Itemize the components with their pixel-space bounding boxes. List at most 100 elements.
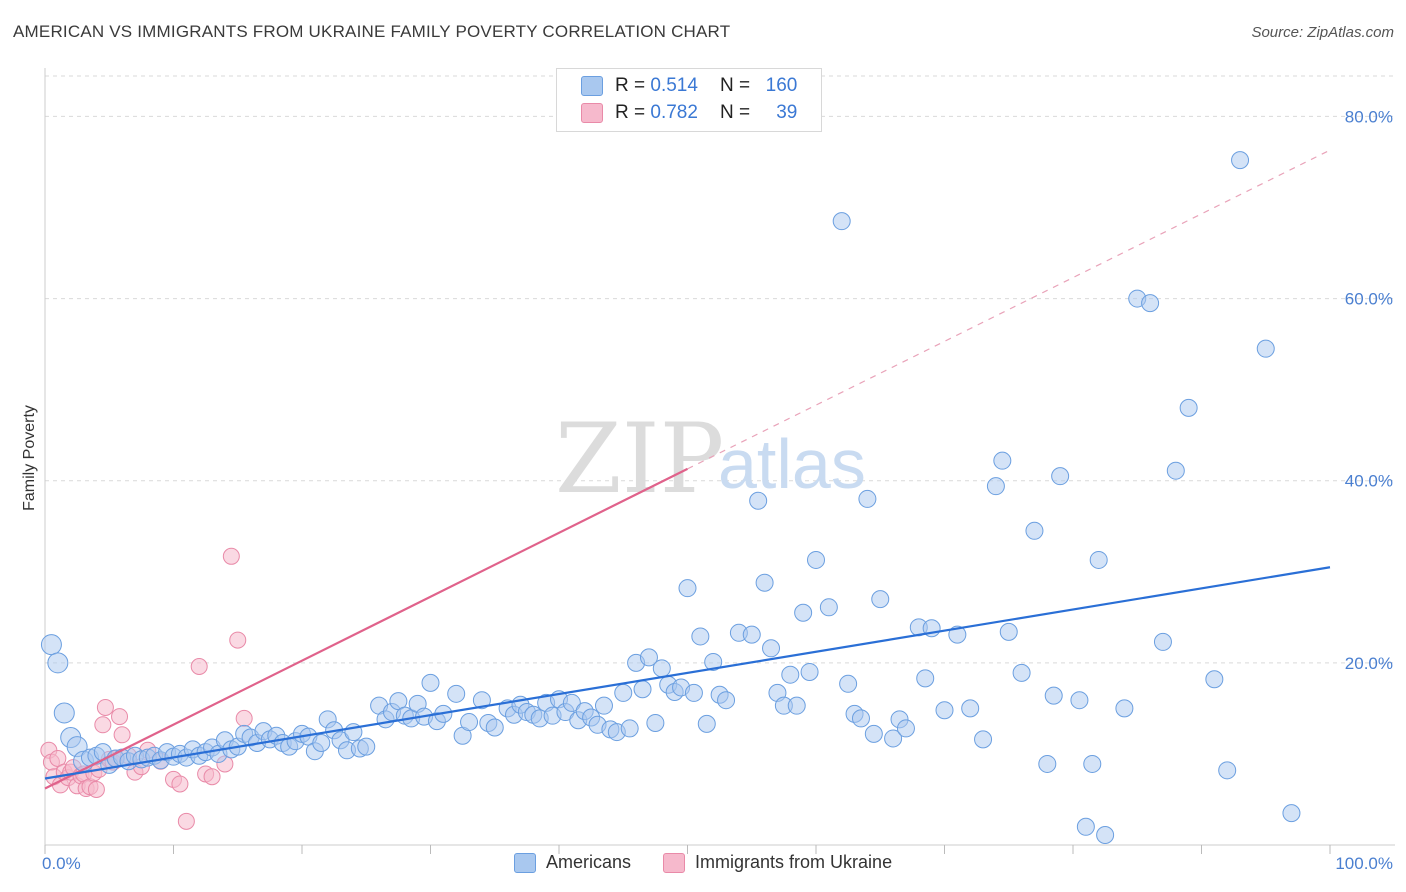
americans-point [1179,398,1198,417]
chart-title: AMERICAN VS IMMIGRANTS FROM UKRAINE FAMI… [13,22,731,41]
americans-point [794,603,813,622]
americans-point [472,691,491,710]
americans-point [948,625,967,644]
trend-lines [44,149,1331,790]
americans-point [1166,461,1185,480]
n-value-ukraine: 39 [776,102,798,123]
americans-point [1012,663,1031,682]
americans-point [460,713,479,732]
americans-point [1096,825,1115,844]
watermark-atlas: atlas [718,425,866,503]
americans-point [1141,294,1160,313]
americans-legend-swatch [514,852,536,873]
americans-point [47,652,69,674]
americans-trend-line [44,566,1331,780]
americans-point [717,691,736,710]
americans-point [851,709,870,728]
americans-point [781,665,800,684]
americans-point [871,590,890,609]
americans-point [633,680,652,699]
ukraine-point [111,708,129,726]
n-label: N = [719,75,751,96]
ukraine-point [190,658,208,675]
correlation-legend: R = 0.514 N = 160 R = 0.782 N = 39 [556,68,822,132]
americans-point [646,713,665,732]
americans-point [916,669,935,688]
americans-point [935,701,954,720]
americans-point [787,696,806,715]
y-tick-label: 80.0% [1345,107,1393,126]
y-tick-label: 60.0% [1345,290,1393,309]
americans-point [652,659,671,678]
americans-point [1044,686,1063,705]
americans-swatch [581,76,603,96]
americans-point [986,477,1005,496]
r-label: R = [615,75,646,96]
ukraine-point [171,775,189,793]
ukraine-legend-swatch [663,852,686,873]
series-legend: Americans Immigrants from Ukraine [514,852,924,873]
gridlines [45,75,1395,664]
x-tick-label: 100.0% [1335,854,1393,873]
americans-point [1083,754,1102,773]
americans-point [594,696,613,715]
r-value-ukraine: 0.782 [650,102,698,123]
americans-point [1205,670,1224,689]
source-credit: Source: ZipAtlas.com [1251,24,1394,41]
n-value-americans: 160 [765,75,798,96]
americans-point [1076,817,1095,836]
americans-point [1153,632,1172,651]
americans-point [40,634,62,656]
ukraine-point [96,698,114,716]
americans-point [357,737,376,756]
americans-point [1025,521,1044,540]
y-tick-label: 20.0% [1345,654,1393,673]
legend-label-americans: Americans [546,852,632,872]
n-label: N = [719,102,751,123]
americans-point [800,662,819,681]
americans-point [704,652,723,671]
americans-point [447,684,466,703]
americans-point [562,693,581,712]
americans-point [993,451,1012,470]
ukraine-points [40,547,253,830]
x-tick-label: 0.0% [42,854,81,873]
ukraine-point [87,780,105,798]
americans-point [697,714,716,733]
americans-point [762,639,781,658]
watermark-zip: ZIP [555,403,724,515]
ukraine-point [222,547,240,565]
r-label: R = [615,102,646,123]
americans-point [691,627,710,646]
ukraine-point [94,716,112,734]
americans-point [742,625,761,644]
americans-point [639,648,658,667]
r-value-americans: 0.514 [650,75,698,96]
americans-point [620,719,639,738]
americans-point [896,719,915,738]
legend-item-ukraine[interactable]: Immigrants from Ukraine [663,852,892,873]
americans-point [807,550,825,569]
americans-point [884,729,903,748]
americans-point [1089,550,1108,569]
americans-point [974,730,993,749]
ukraine-point [235,709,253,727]
americans-point [678,579,697,598]
ukraine-trend-extension [687,149,1331,470]
ukraine-point [177,812,195,830]
americans-point [755,573,774,592]
americans-point [684,683,703,702]
legend-item-americans[interactable]: Americans [514,852,631,873]
americans-point [53,702,75,724]
axes [44,68,1395,854]
americans-point [1282,804,1301,823]
americans-point [832,212,851,231]
y-axis-label: Family Poverty [21,405,38,511]
americans-point [1231,151,1250,170]
americans-point [1070,691,1089,710]
americans-point [819,598,838,617]
americans-point [485,718,504,737]
ukraine-point [229,631,247,649]
ukraine-point [113,726,131,744]
